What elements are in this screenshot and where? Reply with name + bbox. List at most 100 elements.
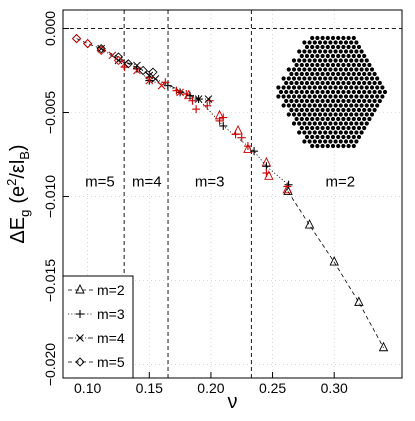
lattice-site	[310, 62, 315, 68]
lattice-site	[354, 139, 359, 144]
x-tick-label: 0.20	[197, 380, 224, 396]
data-point-m=2	[378, 341, 389, 352]
lattice-site	[317, 121, 323, 126]
lattice-site	[349, 40, 354, 45]
y-tick-label: −0.020	[42, 343, 58, 386]
lattice-site	[310, 44, 315, 50]
lattice-site	[338, 139, 343, 144]
series-line-m=5	[76, 38, 154, 73]
lattice-site	[315, 134, 320, 140]
lattice-site	[359, 94, 364, 99]
lattice-site	[320, 71, 325, 77]
data-point-red-m=5-shape	[83, 38, 93, 49]
lattice-site	[362, 89, 367, 95]
lattice-site	[351, 89, 356, 95]
lattice-site	[307, 85, 312, 90]
lattice-site	[307, 58, 312, 63]
lattice-site	[349, 121, 354, 126]
lattice-site	[349, 139, 354, 144]
lattice-site	[338, 103, 343, 108]
lattice-site	[299, 62, 304, 68]
lattice-site	[333, 85, 338, 90]
lattice-site	[310, 98, 315, 104]
lattice-site	[372, 80, 377, 86]
lattice-site	[341, 53, 346, 59]
lattice-site	[328, 94, 333, 99]
data-point-red-m=3	[231, 130, 240, 139]
lattice-site	[312, 139, 317, 144]
legend-marker	[75, 283, 85, 294]
lattice-site	[302, 112, 307, 117]
lattice-site	[362, 116, 367, 122]
region-boundaries	[63, 10, 402, 378]
lattice-site	[302, 94, 307, 99]
lattice-site	[356, 62, 362, 68]
lattice-site	[333, 76, 338, 81]
lattice-site	[310, 134, 315, 140]
lattice-site	[349, 67, 354, 72]
lattice-site	[333, 49, 338, 54]
lattice-site	[333, 103, 338, 108]
lattice-site	[362, 107, 367, 113]
lattice-site	[320, 116, 325, 122]
lattice-site	[291, 112, 297, 117]
lattice-site	[330, 98, 336, 104]
lattice-site	[320, 35, 325, 41]
data-point-m=4	[194, 95, 203, 103]
lattice-site	[320, 53, 325, 59]
lattice-site	[323, 103, 328, 108]
lattice-site	[336, 35, 341, 41]
y-label-frac: /εl	[7, 160, 29, 179]
data-point-red-m=3	[188, 96, 197, 105]
lattice-site	[354, 76, 359, 81]
lattice-site	[349, 58, 354, 63]
lattice-site	[289, 107, 294, 113]
lattice-site	[367, 116, 372, 122]
data-point-red-m=3	[192, 105, 201, 114]
lattice-site	[349, 49, 354, 54]
lattice-site	[330, 107, 336, 113]
lattice-site	[359, 121, 364, 126]
lattice-site	[336, 107, 341, 113]
lattice-site	[375, 103, 380, 108]
data-point-m=5-shape	[123, 59, 133, 69]
legend-label: m=3	[97, 306, 125, 322]
lattice-site	[317, 58, 323, 63]
lattice-site	[328, 76, 333, 81]
lattice-site	[369, 76, 375, 81]
y-tick-label: −0.015	[42, 259, 58, 302]
lattice-site	[281, 76, 286, 81]
y-tick-label: 0.000	[42, 11, 58, 46]
lattice-site	[299, 116, 304, 122]
data-point-m=4-diag2	[114, 56, 123, 65]
lattice-site	[356, 80, 362, 86]
data-point-red-m=4-diag2	[145, 76, 154, 85]
lattice-site	[375, 76, 380, 81]
lattice-site	[377, 89, 382, 95]
lattice-site	[294, 116, 299, 122]
lattice-site	[310, 89, 315, 95]
lattice-site	[302, 103, 307, 108]
lattice-site	[325, 62, 330, 68]
lattice-site	[320, 44, 325, 50]
lattice-site	[346, 35, 351, 41]
lattice-site	[346, 62, 351, 68]
y-label-sup: 2	[4, 179, 19, 186]
y-label-close: )	[7, 144, 29, 151]
lattice-site	[302, 121, 307, 126]
lattice-site	[338, 40, 343, 45]
data-point-red-m=4-diag2	[157, 81, 166, 90]
lattice-site	[315, 143, 320, 149]
lattice-site	[359, 49, 364, 54]
lattice-site	[341, 125, 346, 131]
data-point-red-m=2-shape	[282, 183, 293, 194]
lattice-site	[304, 98, 310, 104]
lattice-site	[317, 85, 323, 90]
lattice-site	[367, 62, 372, 68]
lattice-site	[328, 49, 333, 54]
lattice-site	[328, 58, 333, 63]
lattice-site	[323, 58, 328, 63]
lattice-site	[315, 53, 320, 59]
lattice-site	[341, 62, 346, 68]
